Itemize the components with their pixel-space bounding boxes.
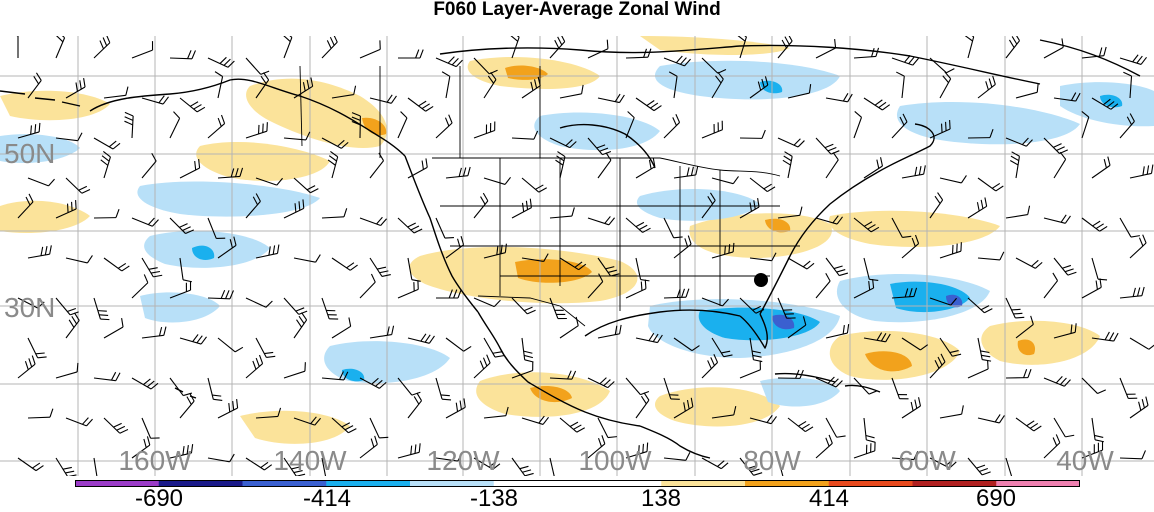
- colorbar-label-690: 690: [976, 486, 1016, 512]
- colorbar-canvas: [75, 480, 1080, 487]
- lon-label-80w: 80W: [743, 447, 801, 475]
- lat-label-50n: 50N: [4, 140, 55, 168]
- map-title: F060 Layer-Average Zonal Wind: [0, 0, 1154, 30]
- location-marker: [754, 273, 768, 287]
- colorbar: [75, 480, 1080, 487]
- colorbar-label-neg-414: -414: [303, 486, 351, 512]
- lat-label-30n: 30N: [4, 294, 55, 322]
- lon-label-160w: 160W: [118, 447, 191, 475]
- lon-label-40w: 40W: [1056, 447, 1114, 475]
- map-panel: 50N 30N: [0, 36, 1154, 476]
- lon-label-60w: 60W: [898, 447, 956, 475]
- colorbar-label-138: 138: [641, 486, 681, 512]
- colorbar-label-neg-138: -138: [470, 486, 518, 512]
- map-canvas: [0, 36, 1154, 476]
- colorbar-label-414: 414: [809, 486, 849, 512]
- lon-label-140w: 140W: [273, 447, 346, 475]
- lon-label-120w: 120W: [426, 447, 499, 475]
- lon-label-100w: 100W: [578, 447, 651, 475]
- colorbar-label-neg-690: -690: [135, 486, 183, 512]
